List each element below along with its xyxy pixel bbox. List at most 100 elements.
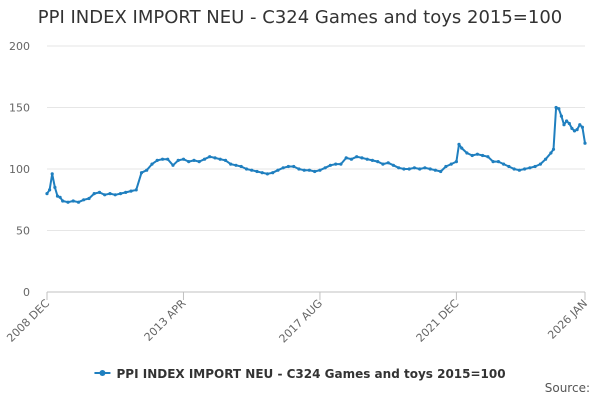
x-tick-label: 2008 DEC bbox=[4, 297, 52, 345]
data-point bbox=[491, 160, 495, 164]
data-point bbox=[544, 157, 548, 161]
data-point bbox=[202, 157, 207, 161]
data-point bbox=[53, 185, 57, 189]
data-point bbox=[407, 167, 411, 171]
series-line bbox=[46, 106, 586, 204]
data-point bbox=[58, 195, 62, 199]
data-point bbox=[439, 169, 443, 174]
data-point bbox=[583, 141, 587, 145]
data-point bbox=[71, 199, 75, 203]
legend-label[interactable]: PPI INDEX IMPORT NEU - C324 Games and to… bbox=[117, 367, 506, 381]
data-point bbox=[297, 167, 301, 171]
data-point bbox=[281, 166, 285, 170]
data-point bbox=[92, 192, 96, 196]
data-point bbox=[475, 152, 479, 156]
chart-title: PPI INDEX IMPORT NEU - C324 Games and to… bbox=[37, 7, 563, 28]
data-point bbox=[145, 168, 149, 172]
data-point bbox=[538, 162, 543, 166]
data-point bbox=[528, 166, 532, 170]
x-axis: 2008 DEC 2013 APR 2017 AUG 2021 DEC 2026 JAN bbox=[4, 291, 590, 346]
data-point bbox=[181, 157, 186, 161]
data-point bbox=[502, 162, 506, 166]
gridlines bbox=[47, 45, 585, 231]
data-point bbox=[517, 168, 522, 172]
source-label: Source: bbox=[544, 381, 590, 395]
data-point bbox=[470, 153, 474, 158]
x-tick-label: 2021 DEC bbox=[414, 297, 462, 345]
data-point bbox=[239, 164, 243, 169]
data-point bbox=[61, 199, 65, 203]
data-point bbox=[507, 164, 511, 169]
data-point bbox=[428, 167, 432, 171]
x-tick-label: 2017 AUG bbox=[277, 297, 326, 346]
data-point bbox=[567, 121, 571, 126]
data-point bbox=[457, 142, 461, 146]
data-point bbox=[328, 163, 332, 167]
data-point bbox=[349, 157, 353, 161]
data-point bbox=[265, 172, 269, 176]
data-point bbox=[496, 160, 500, 164]
y-tick-label: 50 bbox=[16, 225, 30, 238]
data-point bbox=[108, 192, 112, 196]
data-point bbox=[344, 156, 348, 160]
y-tick-label: 100 bbox=[9, 163, 30, 176]
data-point bbox=[444, 164, 448, 169]
data-point bbox=[339, 162, 343, 166]
data-point bbox=[229, 162, 233, 166]
data-point bbox=[97, 190, 102, 194]
data-point bbox=[370, 158, 374, 162]
data-point bbox=[55, 194, 60, 198]
data-point bbox=[155, 158, 159, 162]
legend[interactable]: PPI INDEX IMPORT NEU - C324 Games and to… bbox=[94, 367, 506, 381]
data-point bbox=[286, 164, 290, 169]
data-point bbox=[208, 155, 212, 159]
data-point bbox=[360, 156, 364, 160]
data-point bbox=[66, 200, 70, 204]
data-point bbox=[423, 166, 427, 170]
legend-marker-icon bbox=[99, 370, 106, 376]
data-point bbox=[213, 156, 217, 160]
data-point bbox=[150, 162, 154, 166]
data-point bbox=[271, 171, 275, 175]
data-point bbox=[412, 166, 416, 170]
data-point bbox=[580, 125, 585, 129]
data-point bbox=[255, 169, 259, 174]
y-tick-label: 150 bbox=[9, 102, 30, 115]
data-point bbox=[318, 168, 322, 172]
data-point bbox=[192, 158, 196, 162]
data-point bbox=[549, 151, 553, 155]
data-point bbox=[50, 172, 54, 176]
data-point bbox=[572, 129, 577, 133]
data-point bbox=[244, 167, 249, 171]
data-point bbox=[554, 105, 558, 110]
data-point bbox=[45, 192, 49, 196]
data-point bbox=[302, 168, 306, 172]
data-point bbox=[433, 168, 437, 172]
data-point bbox=[160, 157, 165, 161]
data-point bbox=[218, 157, 222, 161]
data-point bbox=[376, 160, 380, 164]
data-point bbox=[124, 190, 128, 194]
data-point bbox=[176, 158, 180, 162]
data-point bbox=[334, 162, 338, 166]
data-point bbox=[449, 162, 453, 166]
data-point bbox=[313, 169, 317, 174]
data-point bbox=[391, 163, 395, 167]
data-point bbox=[118, 192, 123, 196]
data-point bbox=[82, 198, 86, 202]
y-axis: 0 50 100 150 200 bbox=[9, 40, 30, 299]
data-point bbox=[570, 126, 574, 130]
data-point bbox=[557, 107, 561, 111]
data-point bbox=[578, 123, 582, 127]
data-point bbox=[533, 164, 537, 169]
data-point bbox=[134, 188, 138, 192]
data-point bbox=[486, 155, 490, 159]
data-point bbox=[381, 162, 385, 166]
y-tick-label: 0 bbox=[23, 286, 30, 299]
y-tick-label: 200 bbox=[9, 40, 30, 53]
data-point bbox=[276, 168, 280, 172]
data-point bbox=[292, 164, 296, 169]
data-point bbox=[234, 163, 238, 167]
x-tick-label: 2013 APR bbox=[142, 297, 189, 344]
